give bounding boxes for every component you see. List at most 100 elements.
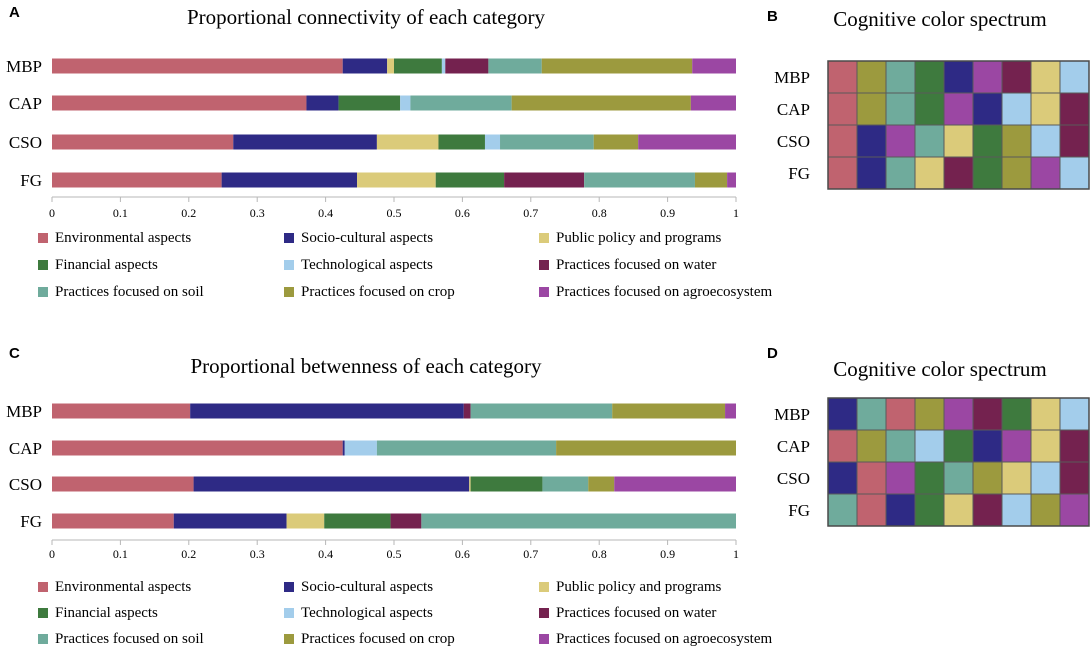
bar-segment xyxy=(306,95,339,111)
spectrum-border xyxy=(827,397,1090,527)
legend-label: Public policy and programs xyxy=(556,230,722,246)
bar-segment xyxy=(588,476,615,492)
x-tick-label: 0.9 xyxy=(660,547,675,561)
spectrum-panel-b: B Cognitive color spectrum MBP CAP CSO FG xyxy=(767,7,1090,190)
x-tick-label: 0 xyxy=(49,206,55,220)
spectrum-cell xyxy=(1059,92,1090,126)
bar-segment xyxy=(421,513,736,529)
spectrum-cell xyxy=(943,156,974,190)
bar-segment xyxy=(638,134,736,150)
bar-segment xyxy=(342,58,388,74)
bar-segment xyxy=(387,58,394,74)
bar-segment xyxy=(470,403,613,419)
x-tick-label: 1 xyxy=(733,206,739,220)
category-label: CSO xyxy=(9,133,42,152)
spectrum-cell xyxy=(943,461,974,495)
bar-segment xyxy=(52,95,307,111)
spectrum-row-label: CSO xyxy=(777,469,810,488)
bar-segment xyxy=(690,95,736,111)
spectrum-cell xyxy=(914,124,945,158)
chart-panel-a: A Proportional connectivity of each categ… xyxy=(6,4,772,300)
x-tick-label: 0.7 xyxy=(523,206,538,220)
legend-label: Socio-cultural aspects xyxy=(301,230,433,246)
x-tick-label: 0.5 xyxy=(387,206,402,220)
spectrum-row-label: CAP xyxy=(777,437,810,456)
bar-segment xyxy=(614,476,736,492)
bar-segment xyxy=(173,513,287,529)
spectrum-cell xyxy=(1059,124,1090,158)
bar-segment xyxy=(342,440,345,456)
x-tick-label: 0.8 xyxy=(592,547,607,561)
spectrum-cell xyxy=(943,60,974,94)
spectrum-cell xyxy=(914,493,945,527)
legend-label: Public policy and programs xyxy=(556,579,722,595)
panel-letter: B xyxy=(767,8,778,25)
x-tick-label: 0.4 xyxy=(318,547,333,561)
bar-segment xyxy=(441,58,446,74)
legend-label: Environmental aspects xyxy=(55,230,191,246)
spectrum-cell xyxy=(1030,60,1061,94)
legend-swatch xyxy=(284,260,294,270)
spectrum-cell xyxy=(856,397,887,431)
spectrum-cell xyxy=(972,156,1003,190)
bar-segment xyxy=(463,403,471,419)
spectrum-row-label: MBP xyxy=(774,405,810,424)
x-tick-label: 0.7 xyxy=(523,547,538,561)
spectrum-cell xyxy=(914,92,945,126)
spectrum-cell xyxy=(827,92,858,126)
legend-swatch xyxy=(539,582,549,592)
bar-segment xyxy=(438,134,485,150)
spectrum-cell xyxy=(856,92,887,126)
x-tick-label: 0.2 xyxy=(181,206,196,220)
legend-swatch xyxy=(539,260,549,270)
spectrum-cell xyxy=(1059,493,1090,527)
spectrum-cell xyxy=(1059,429,1090,463)
chart-panel-c: C Proportional betwenness of each categor… xyxy=(6,345,772,647)
spectrum-cell xyxy=(972,124,1003,158)
spectrum-panel-d: D Cognitive color spectrum MBP CAP CSO FG xyxy=(767,345,1090,527)
bar-segment xyxy=(542,476,589,492)
spectrum-row-label: FG xyxy=(788,501,810,520)
bar-segment xyxy=(484,134,501,150)
chart-title: Proportional betwenness of each category xyxy=(190,354,542,378)
bar-segment xyxy=(469,476,471,492)
bar-segment xyxy=(376,440,557,456)
legend-label: Practices focused on soil xyxy=(55,631,204,647)
spectrum-cell xyxy=(827,461,858,495)
legend-swatch xyxy=(284,287,294,297)
bar-segment xyxy=(52,513,174,529)
x-tick-label: 0.8 xyxy=(592,206,607,220)
spectrum-cell xyxy=(885,429,916,463)
legend-label: Socio-cultural aspects xyxy=(301,579,433,595)
spectrum-cell xyxy=(972,461,1003,495)
x-tick-label: 0.6 xyxy=(455,547,470,561)
spectrum-cell xyxy=(943,124,974,158)
panel-letter: D xyxy=(767,345,778,362)
spectrum-cell xyxy=(914,156,945,190)
spectrum-cell xyxy=(914,429,945,463)
legend-swatch xyxy=(539,287,549,297)
x-tick-label: 0.1 xyxy=(113,547,128,561)
spectrum-border xyxy=(827,60,1090,190)
bar-segment xyxy=(727,172,736,188)
spectrum-cell xyxy=(827,397,858,431)
legend-swatch xyxy=(284,608,294,618)
spectrum-cell xyxy=(1059,461,1090,495)
chart-title: Proportional connectivity of each catego… xyxy=(187,5,546,29)
spectrum-cell xyxy=(885,156,916,190)
bar-segment xyxy=(190,403,464,419)
spectrum-cell xyxy=(914,461,945,495)
legend-swatch xyxy=(38,582,48,592)
spectrum-cell xyxy=(1030,124,1061,158)
x-tick-label: 0.6 xyxy=(455,206,470,220)
category-label: MBP xyxy=(6,57,42,76)
spectrum-cell xyxy=(856,124,887,158)
category-label: MBP xyxy=(6,402,42,421)
spectrum-cell xyxy=(885,124,916,158)
x-tick-label: 0.1 xyxy=(113,206,128,220)
spectrum-cell xyxy=(1001,397,1032,431)
panel-letter: A xyxy=(9,4,20,21)
spectrum-cell xyxy=(1059,397,1090,431)
x-tick-label: 0.9 xyxy=(660,206,675,220)
spectrum-cell xyxy=(1030,156,1061,190)
